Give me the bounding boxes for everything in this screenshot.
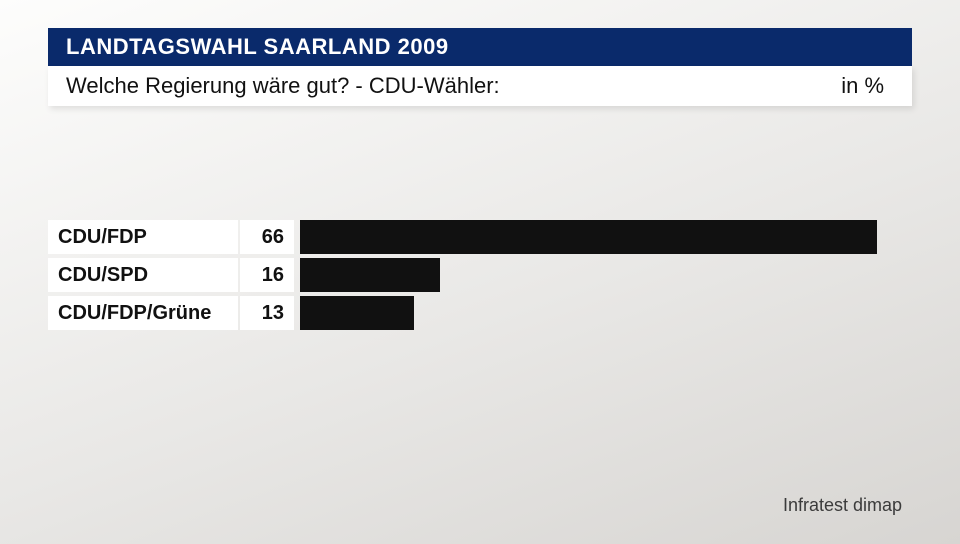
value-label: 13 bbox=[240, 296, 294, 330]
bar bbox=[300, 296, 414, 330]
header-title: LANDTAGSWAHL SAARLAND 2009 bbox=[66, 34, 449, 60]
subheader-unit: in % bbox=[841, 73, 884, 99]
subheader-bar: Welche Regierung wäre gut? - CDU-Wähler:… bbox=[48, 66, 912, 106]
chart-row: CDU/SPD 16 bbox=[48, 258, 912, 292]
category-label: CDU/SPD bbox=[48, 258, 238, 292]
bar-chart: CDU/FDP 66 CDU/SPD 16 CDU/FDP/Grüne 13 bbox=[48, 220, 912, 334]
chart-row: CDU/FDP/Grüne 13 bbox=[48, 296, 912, 330]
category-label: CDU/FDP/Grüne bbox=[48, 296, 238, 330]
subheader-question: Welche Regierung wäre gut? - CDU-Wähler: bbox=[66, 73, 500, 99]
category-label: CDU/FDP bbox=[48, 220, 238, 254]
chart-row: CDU/FDP 66 bbox=[48, 220, 912, 254]
bar-track bbox=[300, 296, 912, 330]
bar-track bbox=[300, 258, 912, 292]
bar bbox=[300, 220, 877, 254]
bar bbox=[300, 258, 440, 292]
bar-track bbox=[300, 220, 912, 254]
chart-canvas: LANDTAGSWAHL SAARLAND 2009 Welche Regier… bbox=[0, 0, 960, 544]
value-label: 16 bbox=[240, 258, 294, 292]
header-bar: LANDTAGSWAHL SAARLAND 2009 bbox=[48, 28, 912, 66]
value-label: 66 bbox=[240, 220, 294, 254]
source-label: Infratest dimap bbox=[783, 495, 902, 516]
